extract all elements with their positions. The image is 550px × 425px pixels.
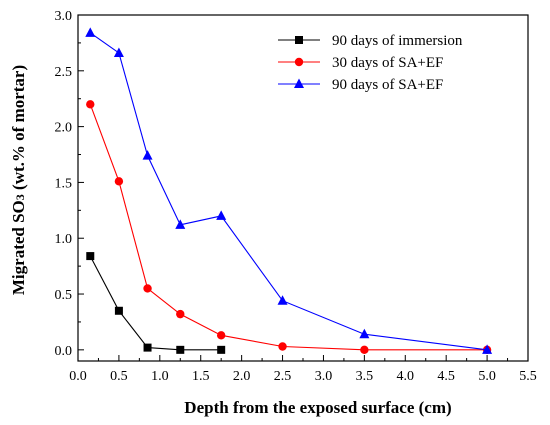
legend-item: 30 days of SA+EF xyxy=(278,55,443,71)
y-tick-label: 1.5 xyxy=(55,176,73,191)
series-line xyxy=(89,255,222,351)
data-point xyxy=(217,345,226,354)
data-point xyxy=(482,344,493,354)
data-point xyxy=(86,252,95,261)
y-tick-label: 2.5 xyxy=(55,65,73,80)
x-tick-label: 2.5 xyxy=(274,369,292,384)
y-axis-title-sub: 3 xyxy=(13,194,27,200)
series-line xyxy=(89,104,488,351)
legend-marker xyxy=(294,57,304,67)
y-tick-label: 3.0 xyxy=(55,9,73,24)
x-tick-label: 3.0 xyxy=(315,369,333,384)
x-tick-label: 4.5 xyxy=(437,369,455,384)
data-point xyxy=(175,219,186,229)
data-point xyxy=(278,342,287,351)
y-tick-label: 0.0 xyxy=(55,344,73,359)
data-point xyxy=(359,328,370,339)
data-point xyxy=(143,343,152,352)
legend-marker xyxy=(295,36,303,44)
legend-item: 90 days of SA+EF xyxy=(278,77,443,93)
y-axis-title: Migrated SO3 (wt.% of mortar) xyxy=(9,65,28,295)
data-point xyxy=(216,331,226,340)
x-axis-title: Depth from the exposed surface (cm) xyxy=(184,398,451,417)
data-point xyxy=(114,177,124,186)
y-tick-label: 2.0 xyxy=(55,121,73,136)
legend-label: 90 days of SA+EF xyxy=(332,77,443,93)
data-point xyxy=(176,345,185,354)
data-point xyxy=(277,295,288,305)
legend-marker xyxy=(294,78,304,88)
x-tick-label: 4.0 xyxy=(397,369,415,384)
data-point xyxy=(176,309,185,319)
y-axis-title-main: Migrated SO xyxy=(9,200,28,295)
data-point xyxy=(143,284,152,293)
data-point xyxy=(113,47,124,57)
series-line xyxy=(89,32,488,351)
x-axis: 0.0 0.5 1.0 1.5 2.0 2.5 3.0 3.5 4.0 4.5 5.0 5.5 xyxy=(69,355,537,384)
y-axis: 0.0 0.5 1.0 1.5 2.0 2.5 3.0 xyxy=(55,9,84,359)
x-tick-label: 5.0 xyxy=(478,369,496,384)
series-3 xyxy=(85,27,493,354)
x-tick-label: 2.0 xyxy=(233,369,251,384)
x-tick-label: 0.5 xyxy=(110,369,128,384)
data-point xyxy=(114,306,123,315)
x-tick-label: 3.5 xyxy=(356,369,374,384)
legend-item: 90 days of immersion xyxy=(278,33,463,49)
x-tick-label: 1.5 xyxy=(192,369,210,384)
y-tick-label: 0.5 xyxy=(55,288,73,303)
data-point xyxy=(86,100,95,109)
series-2 xyxy=(86,100,492,355)
x-tick-label: 1.0 xyxy=(151,369,169,384)
y-axis-title-rest: (wt.% of mortar) xyxy=(9,65,28,194)
x-tick-label: 5.5 xyxy=(519,369,537,384)
data-point xyxy=(360,345,369,355)
legend-label: 30 days of SA+EF xyxy=(332,55,443,71)
data-point xyxy=(142,150,153,160)
y-tick-label: 1.0 xyxy=(55,232,73,247)
series-layer xyxy=(85,27,493,355)
series-1 xyxy=(86,252,226,354)
x-tick-label: 0.0 xyxy=(69,369,87,384)
data-point xyxy=(85,27,96,37)
legend: 90 days of immersion 30 days of SA+EF 90 d… xyxy=(278,33,463,93)
data-point xyxy=(216,210,227,220)
legend-label: 90 days of immersion xyxy=(332,33,463,49)
